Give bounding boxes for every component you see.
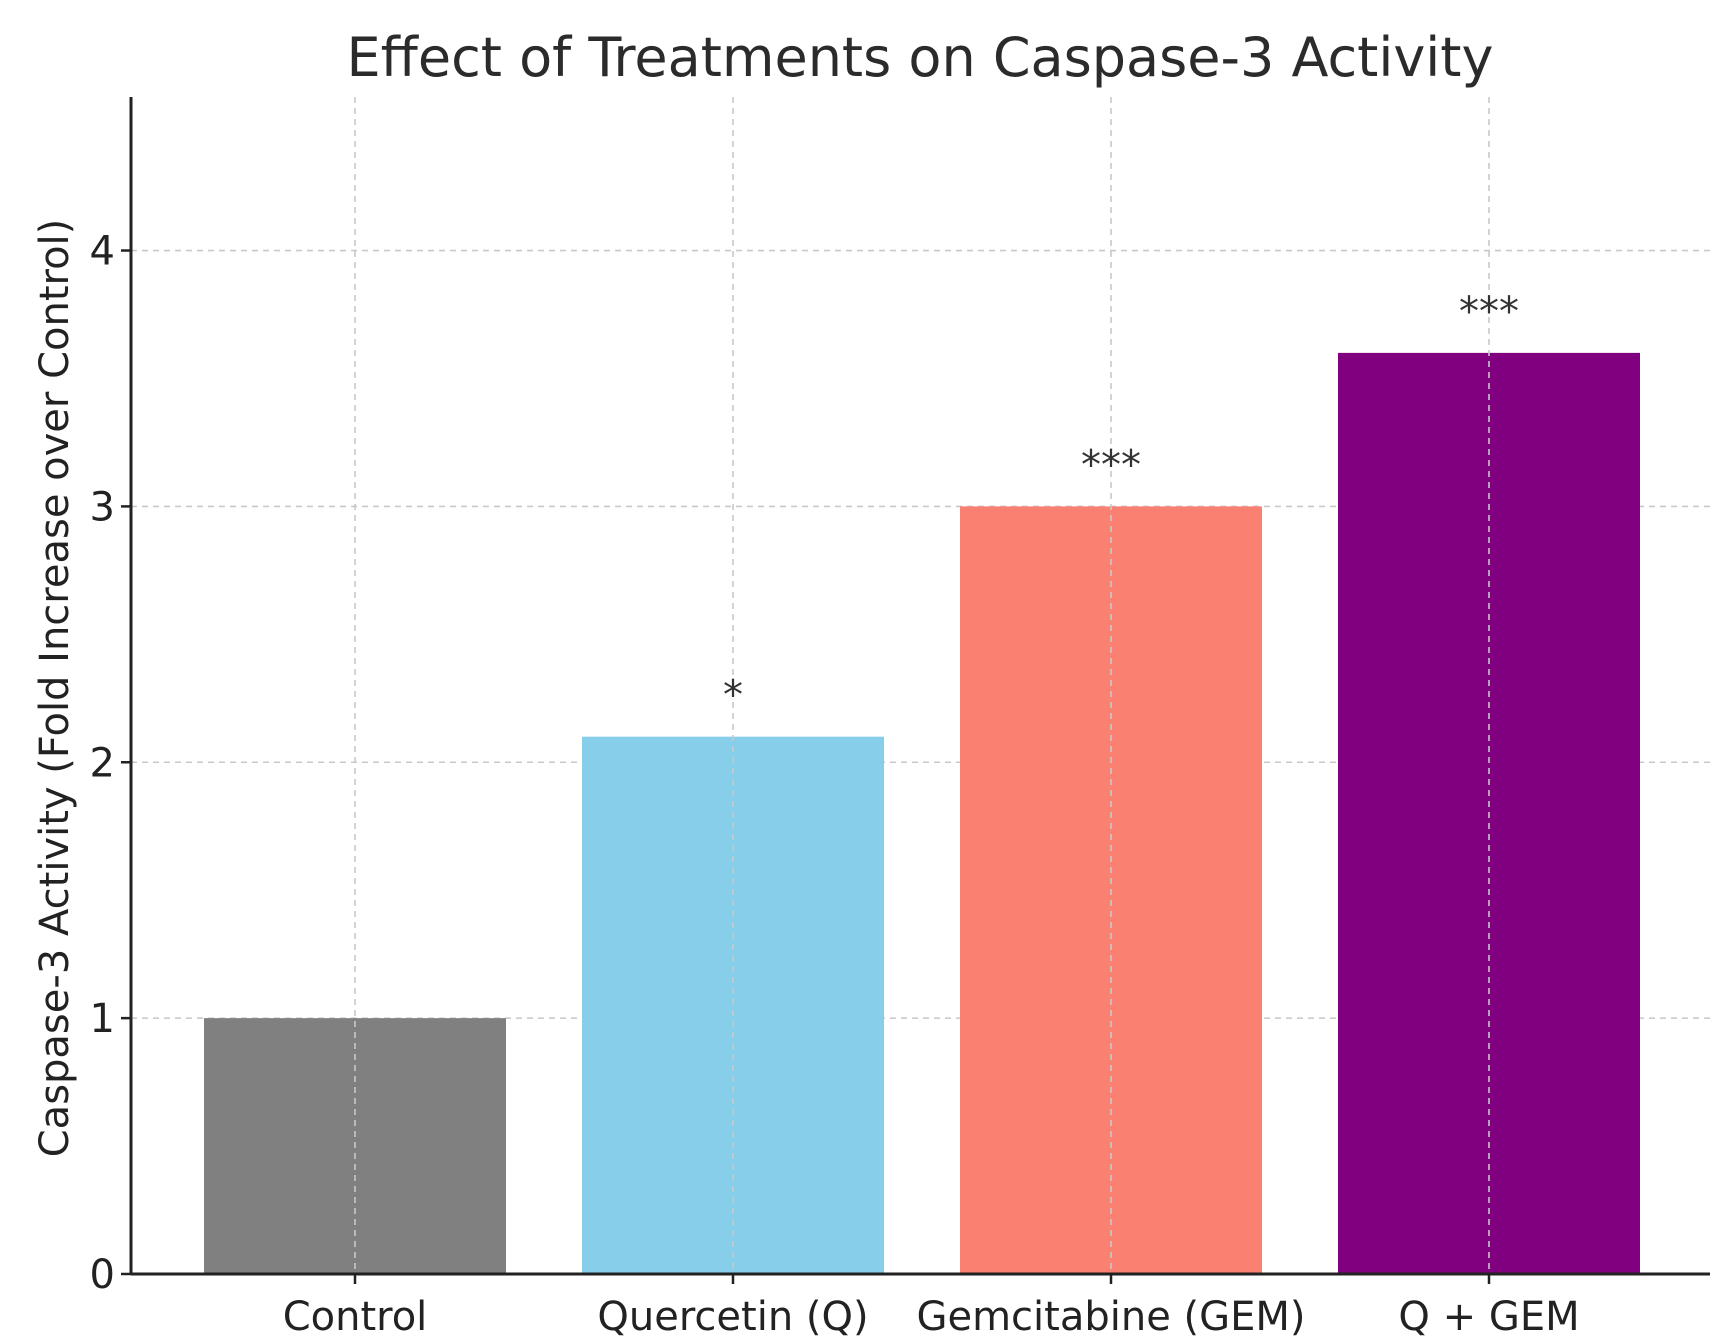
significance-label-1: * [723,673,743,719]
y-tick-label-0: 0 [90,1252,115,1298]
x-tick-label-2: Gemcitabine (GEM) [916,1294,1305,1340]
y-tick-label-4: 4 [90,229,115,275]
axis-layer [121,97,1710,1284]
significance-label-3: *** [1459,289,1519,335]
chart-title: Effect of Treatments on Caspase-3 Activi… [347,26,1494,89]
y-tick-label-3: 3 [90,484,115,530]
x-tick-label-3: Q + GEM [1398,1294,1579,1340]
vertical-grid-layer [354,97,1490,1274]
y-axis-title: Caspase-3 Activity (Fold Increase over C… [32,219,78,1158]
y-tick-label-2: 2 [90,740,115,786]
y-tick-label-1: 1 [90,996,115,1042]
significance-label-2: *** [1081,442,1141,488]
x-tick-label-1: Quercetin (Q) [597,1294,868,1340]
label-layer: 0 1 2 3 4 Control Quercetin (Q) Gemcitabine (GE… [90,229,1580,1340]
x-tick-label-0: Control [283,1294,428,1340]
